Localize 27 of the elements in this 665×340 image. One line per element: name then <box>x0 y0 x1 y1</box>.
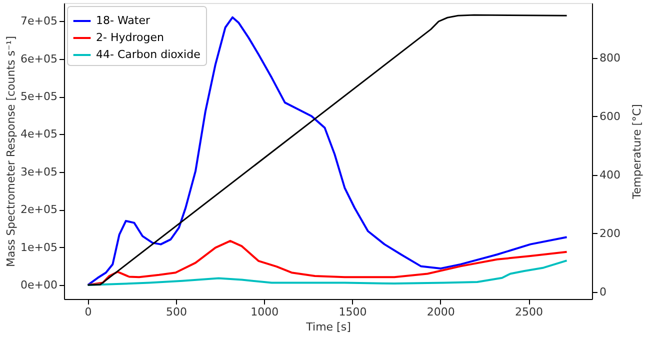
x-tick-label: 2000 <box>426 306 455 318</box>
x-tick-label: 1500 <box>338 306 367 318</box>
x-tick-label: 1000 <box>250 306 279 318</box>
y-tick-label: 6e+05 <box>20 52 58 66</box>
x-axis-title: Time [s] <box>305 320 351 334</box>
y-tick-label: 3e+05 <box>20 165 58 178</box>
y2-axis-title: Temperature [°C] <box>630 104 644 200</box>
y2-tick-label: 0 <box>600 285 606 298</box>
y2-tick-label: 800 <box>600 51 620 64</box>
y-tick-label: 4e+05 <box>20 128 58 141</box>
y-tick-label: 5e+05 <box>20 90 58 104</box>
y-tick-label: 0e+00 <box>20 278 58 292</box>
legend-label: 44- Carbon dioxide <box>96 48 201 61</box>
y2-tick-label: 600 <box>600 110 620 123</box>
x-tick-label: 500 <box>166 306 187 318</box>
x-tick-label: 2500 <box>515 306 544 318</box>
x-tick-label: 0 <box>84 306 92 318</box>
y2-tick-label: 400 <box>600 168 620 182</box>
legend-label: 18- Water <box>96 14 150 27</box>
y-tick-label: 7e+05 <box>20 14 58 28</box>
y-tick-label: 1e+05 <box>20 240 58 254</box>
legend-label: 2- Hydrogen <box>96 31 164 44</box>
y-axis-title: Mass Spectrometer Response [counts s⁻¹] <box>4 36 18 267</box>
y2-tick-label: 200 <box>600 226 620 240</box>
line-series <box>86 240 568 286</box>
y-tick-label: 2e+05 <box>20 203 58 216</box>
line-series <box>86 260 568 286</box>
